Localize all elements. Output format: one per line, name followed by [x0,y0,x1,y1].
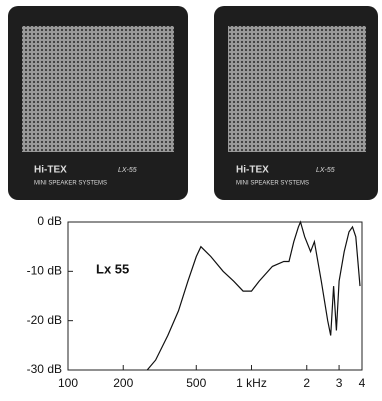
plot-frame [67,221,363,371]
caption: MINI SPEAKER SYSTEMS [236,181,309,187]
model: LX-55 [118,167,137,174]
x-tick-label: 2 [303,376,310,390]
x-tick-label: 3 [336,376,343,390]
y-tick-label: -20 dB [27,313,62,327]
annotation: Lx 55 [96,261,129,276]
y-tick-label: -30 dB [27,362,62,376]
brand: Hi-TEX [34,165,67,176]
x-tick-label: 1 kHz [236,376,267,390]
x-tick-label: 500 [186,376,206,390]
speaker-grille [228,26,366,152]
y-tick-label: -10 dB [27,264,62,278]
caption: MINI SPEAKER SYSTEMS [34,181,107,187]
speaker-grille [22,26,174,152]
y-tick-label: 0 dB [37,214,62,228]
x-tick-label: 4 [359,376,366,390]
x-tick-label: 100 [58,376,78,390]
x-tick-label: 200 [113,376,133,390]
response-line [146,220,361,371]
brand: Hi-TEX [236,165,269,176]
speaker-photo: Hi-TEX LX-55 MINI SPEAKER SYSTEMS Hi-TEX… [8,6,378,200]
model: LX-55 [316,167,335,174]
